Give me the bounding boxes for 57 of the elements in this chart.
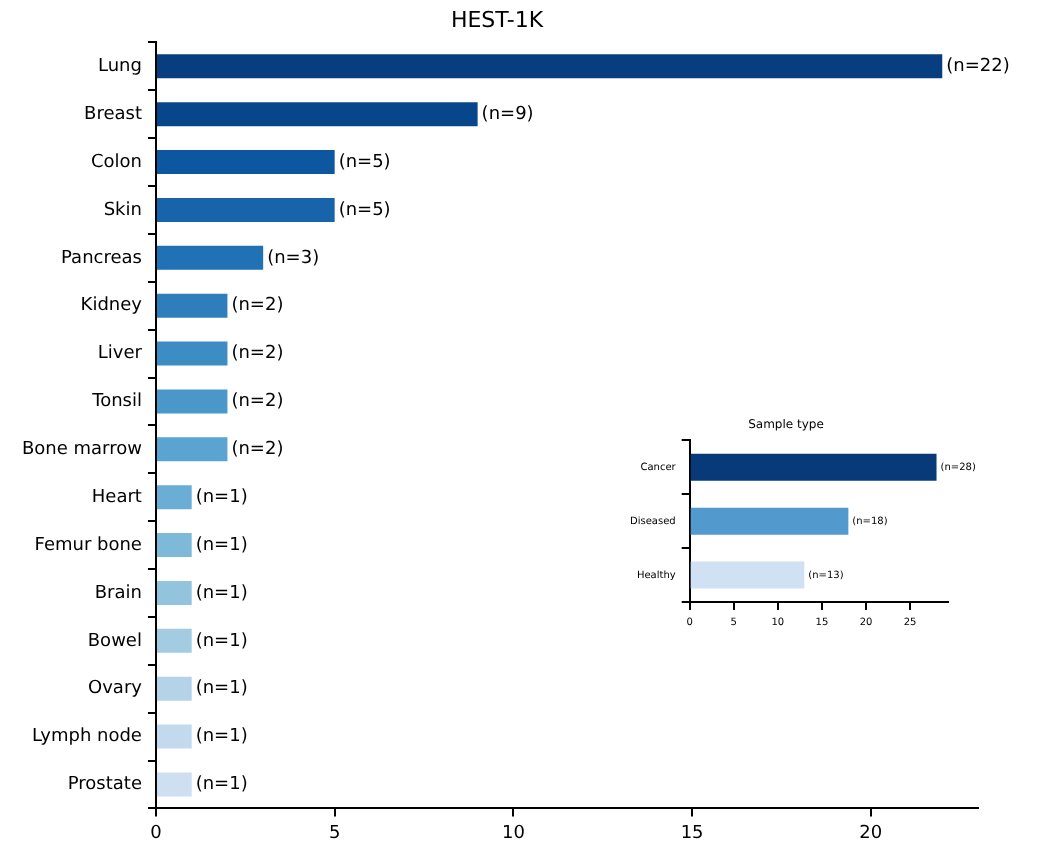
data-label: (n=22) [946, 57, 1010, 78]
y-tick-label: Lymph node [31, 727, 143, 748]
bar [156, 341, 228, 366]
data-label: (n=1) [195, 535, 248, 556]
bar [156, 150, 335, 175]
bar [156, 245, 264, 270]
y-tick-label: Pancreas [61, 248, 143, 269]
y-tick-label: Bowel [87, 631, 142, 652]
chart-title: HEST-1K [450, 6, 545, 33]
y-tick-label: Liver [97, 344, 143, 365]
y-tick-label: Colon [90, 152, 142, 173]
y-tick-label: Heart [91, 487, 143, 508]
y-tick-label: Brain [94, 583, 142, 604]
bar [690, 507, 849, 535]
y-tick-label: Femur bone [34, 535, 143, 556]
bar [156, 772, 192, 797]
data-label: (n=1) [195, 487, 248, 508]
data-label: (n=5) [338, 200, 391, 221]
y-tick-label: Breast [84, 104, 143, 125]
y-tick-label: Bone marrow [21, 440, 142, 461]
data-label: (n=1) [195, 631, 248, 652]
x-tick-label: 20 [859, 823, 883, 844]
bar [690, 453, 937, 481]
bar [156, 54, 943, 79]
bar [156, 580, 192, 605]
y-tick-label: Prostate [67, 775, 143, 796]
data-label: (n=2) [231, 344, 284, 365]
data-label: (n=3) [267, 248, 320, 269]
data-label: (n=1) [195, 727, 248, 748]
data-label: (n=2) [231, 296, 284, 317]
data-label: (n=5) [338, 152, 391, 173]
data-label: (n=1) [195, 775, 248, 796]
data-label: (n=9) [481, 104, 534, 125]
bar [156, 724, 192, 749]
bar [156, 293, 228, 318]
data-label: (n=1) [195, 679, 248, 700]
x-tick-label: 10 [501, 823, 526, 844]
bar [690, 561, 805, 589]
x-tick-label: 15 [680, 823, 704, 844]
y-tick-label: Ovary [88, 679, 144, 700]
y-tick-label: Tonsil [90, 392, 142, 413]
bar [156, 533, 192, 558]
data-label: (n=2) [231, 392, 284, 413]
bar [156, 102, 478, 127]
y-tick-label: Kidney [80, 296, 144, 317]
data-label: (n=2) [231, 440, 284, 461]
y-tick-label: Lung [97, 57, 142, 78]
bar [156, 628, 192, 653]
bar [156, 485, 192, 510]
bar [156, 437, 228, 462]
bar [156, 389, 228, 414]
bar [156, 197, 335, 222]
x-tick-label: 5 [328, 823, 341, 844]
data-label: (n=1) [195, 583, 248, 604]
y-tick-label: Skin [103, 200, 142, 221]
bar [156, 676, 192, 701]
x-tick-label: 0 [150, 823, 163, 844]
